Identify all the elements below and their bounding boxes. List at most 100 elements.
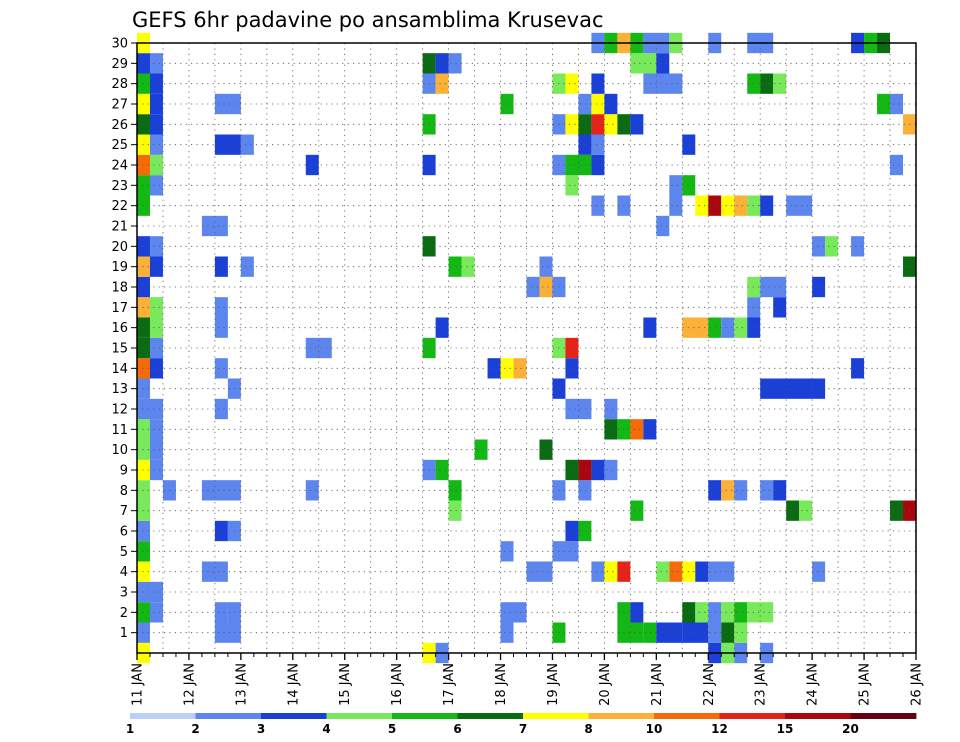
x-tick-label: 19 JAN (546, 663, 561, 706)
heatmap-cell (630, 114, 644, 135)
colorbar-swatch (588, 713, 655, 719)
colorbar-tick-label: 12 (711, 722, 728, 736)
colorbar-swatch (457, 713, 524, 719)
heatmap-cell (214, 358, 228, 379)
x-tick-label: 14 JAN (286, 663, 301, 706)
heatmap-cell (812, 561, 826, 582)
x-tick-label: 15 JAN (338, 663, 353, 706)
heatmap-cell (149, 154, 163, 176)
heatmap-cell (214, 602, 228, 623)
y-tick-label: 7 (120, 504, 128, 519)
heatmap-cell (643, 73, 683, 94)
heatmap-cell (591, 459, 605, 481)
heatmap-cell (149, 256, 163, 277)
colorbar-swatch (261, 713, 327, 719)
heatmap-cell (578, 114, 592, 135)
y-axis: 1234567891011121314151617181920212223242… (111, 37, 137, 641)
y-tick-label: 3 (120, 586, 128, 601)
heatmap-cell (149, 439, 163, 460)
heatmap-cell (149, 93, 163, 115)
y-tick-label: 2 (120, 606, 128, 621)
x-tick-label: 11 JAN (131, 663, 146, 706)
heatmap-cell (539, 439, 553, 460)
x-tick-label: 25 JAN (858, 663, 873, 706)
heatmap-cell (435, 459, 449, 481)
chart-title: GEFS 6hr padavine po ansamblima Krusevac (132, 8, 604, 32)
colorbar-tick-label: 1 (126, 722, 134, 736)
colorbar-swatch (130, 713, 196, 719)
heatmap-cell (149, 236, 163, 257)
colorbar-swatch (850, 713, 917, 719)
heatmap-cell (201, 215, 228, 237)
heatmap-cell (695, 561, 709, 582)
heatmap-cell (669, 195, 683, 216)
x-tick-label: 18 JAN (494, 663, 509, 706)
heatmap-cell (708, 317, 722, 338)
colorbar-swatch (392, 713, 458, 719)
heatmap-cell (604, 459, 618, 481)
heatmap-cell (721, 317, 735, 338)
heatmap-cell (604, 114, 618, 135)
y-tick-label: 13 (111, 382, 128, 397)
heatmap-cell (149, 114, 163, 135)
heatmap-cell (734, 195, 748, 216)
y-tick-label: 27 (111, 98, 128, 113)
heatmap-cell (149, 134, 163, 155)
heatmap-cell (604, 398, 618, 420)
heatmap-cell (500, 602, 527, 623)
heatmap-cell (149, 358, 163, 379)
heatmap-cell (760, 276, 787, 298)
x-tick-label: 24 JAN (806, 663, 821, 706)
colorbar-swatch (719, 713, 786, 719)
colorbar: 1 2 3 4 5 6 7 8 10 12 15 20 (126, 713, 917, 736)
colorbar-tick-label: 3 (257, 722, 265, 736)
heatmap-cell (149, 297, 163, 318)
heatmap-cell (578, 459, 592, 481)
heatmap-cell (565, 73, 579, 94)
heatmap-cell (825, 236, 839, 257)
heatmap-cell (734, 602, 748, 623)
heatmap-cell (565, 337, 579, 359)
heatmap-cell (137, 581, 163, 603)
colorbar-tick-label: 4 (322, 722, 330, 736)
heatmap-cell (721, 195, 735, 216)
x-tick-label: 21 JAN (650, 663, 665, 706)
x-tick-label: 13 JAN (234, 663, 249, 706)
heatmap-cell (708, 195, 722, 216)
y-tick-label: 6 (120, 525, 128, 540)
heatmap-cell (643, 622, 657, 643)
heatmap-cell (214, 93, 241, 115)
x-tick-label: 12 JAN (182, 663, 197, 706)
colorbar-tick-label: 8 (584, 722, 592, 736)
heatmap-cell (448, 256, 462, 277)
y-tick-label: 5 (120, 545, 128, 560)
colorbar-swatch (523, 713, 589, 719)
heatmap-cell (604, 93, 618, 115)
heatmap-cell (591, 195, 605, 216)
heatmap-cell (474, 439, 488, 460)
heatmap-cell (812, 236, 826, 257)
heatmap-cell (760, 195, 774, 216)
heatmap-cell (604, 561, 618, 582)
colorbar-swatch (654, 713, 720, 719)
colorbar-tick-label: 2 (191, 722, 199, 736)
heatmap-cell (214, 520, 228, 542)
heatmap-cell (448, 53, 462, 74)
heatmap-cell (591, 93, 605, 115)
heatmap-cell (877, 93, 891, 115)
y-tick-label: 18 (111, 281, 128, 296)
colorbar-swatch (195, 713, 262, 719)
heatmap-cell (137, 398, 163, 420)
heatmap-cell (149, 337, 163, 359)
y-tick-label: 16 (111, 321, 128, 336)
colorbar-tick-label: 5 (388, 722, 396, 736)
heatmap-cell (656, 622, 683, 643)
heatmap-cell (500, 622, 514, 643)
heatmap-cell (734, 480, 748, 501)
y-tick-label: 29 (111, 57, 128, 72)
heatmap-cell (760, 480, 774, 501)
heatmap-cell (448, 500, 462, 521)
heatmap-cell (513, 358, 527, 379)
heatmap-cell (643, 317, 657, 338)
heatmap-cell (578, 134, 592, 155)
